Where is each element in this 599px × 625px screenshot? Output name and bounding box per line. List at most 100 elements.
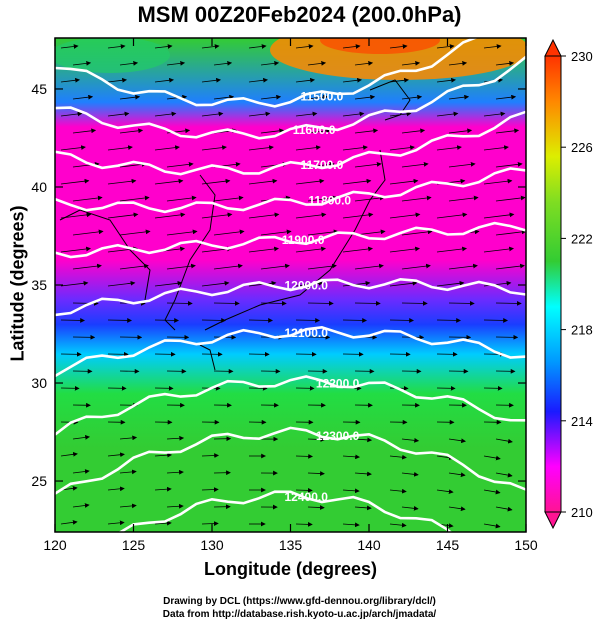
wind-vector	[389, 454, 407, 460]
x-tick-label: 130	[200, 537, 224, 553]
wind-vector	[354, 301, 381, 306]
colorbar-tick-label: 210	[571, 505, 593, 520]
wind-vector	[401, 471, 419, 477]
wind-vector	[60, 44, 79, 49]
wind-vector	[389, 522, 407, 528]
wind-vector	[248, 44, 267, 49]
wind-vector	[495, 438, 513, 444]
height-contour-line	[55, 167, 526, 214]
wind-vector	[342, 178, 372, 185]
wind-vector	[107, 212, 139, 219]
wind-vector	[260, 128, 285, 134]
wind-vector	[260, 60, 280, 66]
wind-vector	[60, 451, 78, 457]
wind-vector	[483, 280, 512, 287]
wind-vector	[342, 44, 361, 49]
wind-vector	[107, 44, 126, 49]
wind-vector	[436, 318, 461, 323]
wind-vector	[72, 469, 90, 474]
wind-vector	[201, 111, 224, 117]
wind-vector	[496, 541, 512, 544]
wind-vector	[436, 145, 462, 151]
colorbar-tick-label: 214	[571, 414, 593, 429]
wind-vector	[119, 263, 149, 270]
contour-label: 11900.0	[282, 233, 325, 247]
wind-vector	[483, 111, 506, 117]
wind-vector	[107, 452, 125, 458]
wind-vector	[201, 521, 219, 526]
wind-vector	[354, 195, 385, 202]
wind-vector	[72, 503, 90, 508]
wind-vector	[213, 263, 243, 270]
wind-vector	[401, 505, 419, 511]
wind-vector	[213, 301, 240, 306]
contour-label: 12400.0	[285, 490, 329, 504]
wind-vector	[448, 301, 475, 306]
wind-vector	[154, 280, 183, 287]
wind-vector	[154, 178, 184, 185]
wind-vector	[166, 161, 194, 168]
wind-vector	[213, 94, 235, 100]
colorbar-top-arrow	[544, 38, 562, 57]
wind-vector	[166, 469, 184, 475]
wind-vector	[448, 438, 466, 444]
wind-vector	[119, 128, 144, 134]
wind-vector	[201, 212, 233, 219]
wind-vector	[248, 145, 274, 151]
wind-vector	[60, 111, 83, 117]
wind-vector	[119, 503, 137, 509]
wind-vector	[354, 505, 372, 511]
wind-vector	[307, 128, 332, 134]
contour-label: 12100.0	[285, 326, 329, 340]
contour-label: 11600.0	[293, 123, 336, 137]
colorbar-ticks: 210 214 218 222 226 230	[561, 49, 593, 520]
wind-vector	[248, 77, 268, 83]
wind-vector	[308, 541, 324, 542]
wind-vector	[401, 161, 429, 168]
wind-vector	[166, 60, 186, 66]
wind-vector	[119, 195, 150, 202]
colorbar-tick-label: 222	[571, 231, 593, 246]
wind-vector	[354, 60, 374, 66]
y-tick-label: 40	[31, 179, 47, 195]
wind-vector	[107, 178, 137, 185]
wind-vector	[307, 301, 334, 306]
x-tick-label: 120	[43, 537, 67, 553]
wind-vector	[448, 472, 466, 478]
wind-vector	[436, 246, 467, 253]
colorbar-bar	[544, 55, 562, 513]
wind-vector	[60, 178, 90, 185]
wind-vector	[354, 161, 382, 168]
wind-vector	[119, 229, 151, 236]
wind-vector	[60, 246, 91, 253]
x-tick-label: 125	[122, 537, 146, 553]
wind-vector	[107, 111, 130, 117]
wind-vector	[389, 111, 412, 117]
wind-vector	[354, 128, 379, 134]
wind-vector	[248, 178, 278, 185]
wind-vector	[213, 60, 233, 66]
wind-vector	[166, 195, 197, 202]
x-tick-label: 140	[357, 537, 381, 553]
y-tick-label: 45	[31, 81, 47, 97]
wind-vector	[201, 318, 226, 323]
credit-drawing: Drawing by DCL (https://www.gfd-dennou.o…	[163, 596, 436, 607]
x-axis-label: Longitude (degrees)	[203, 559, 377, 579]
wind-vector	[448, 60, 468, 66]
x-tick-label: 135	[279, 537, 303, 553]
wind-vector	[154, 44, 173, 49]
wind-vector	[260, 301, 287, 306]
wind-vector	[342, 318, 367, 323]
wind-vector	[201, 145, 227, 151]
wind-vector	[448, 161, 476, 168]
height-contour-line	[55, 221, 526, 259]
wind-vector	[295, 453, 313, 459]
wind-vector	[154, 77, 174, 83]
wind-vector	[295, 145, 321, 151]
y-tick-label: 30	[31, 375, 47, 391]
wind-vector	[483, 44, 502, 49]
wind-vector	[402, 541, 418, 543]
colorbar-bottom-arrow	[544, 511, 562, 530]
wind-vector	[495, 94, 517, 100]
